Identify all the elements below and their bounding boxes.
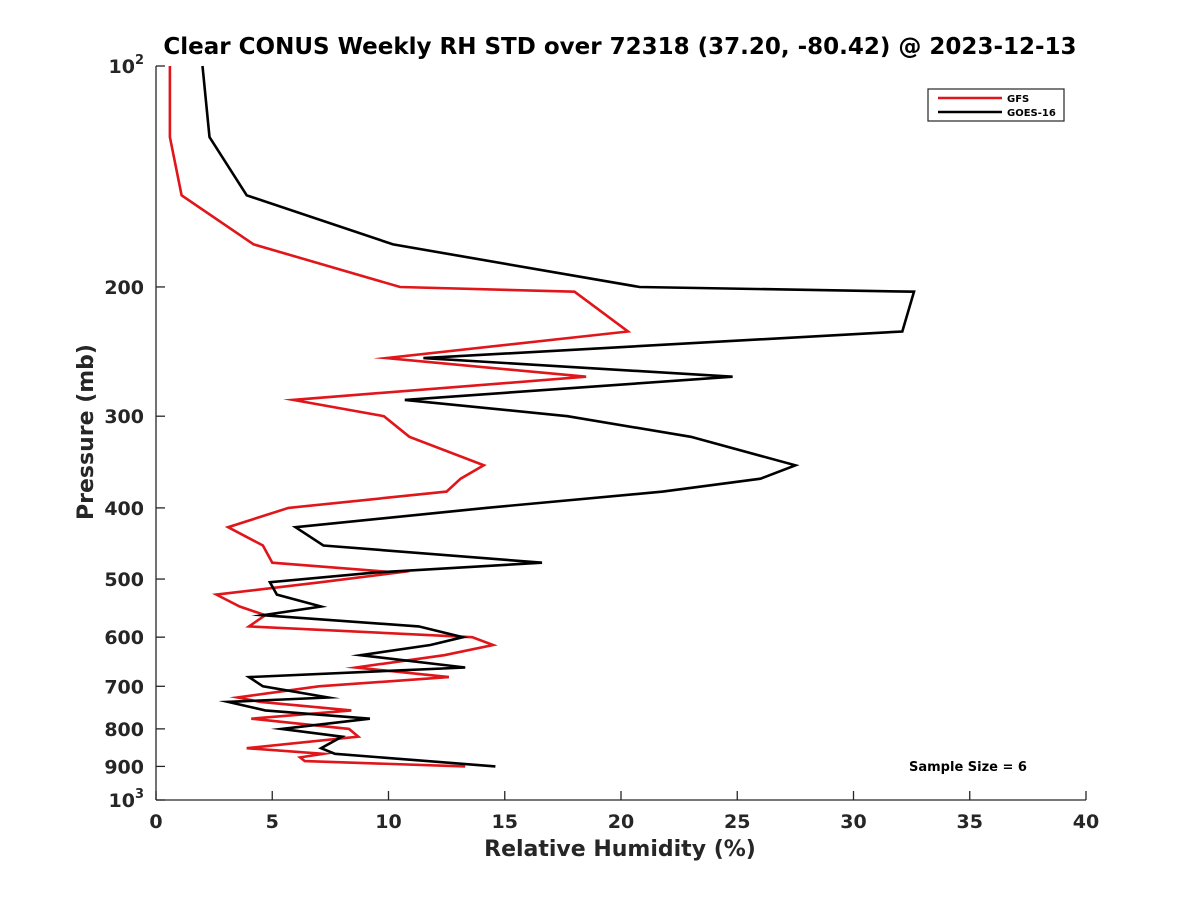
x-axis-label: Relative Humidity (%) [484, 837, 756, 862]
legend-box [927, 88, 1065, 122]
legend: GFS GOES-16 [927, 88, 1065, 122]
x-tick-label: 5 [266, 811, 279, 833]
y-tick-label: 103 [109, 787, 145, 812]
chart-title: Clear CONUS Weekly RH STD over 72318 (37… [163, 34, 1076, 60]
y-tick-label: 800 [104, 719, 144, 741]
x-tick-label: 15 [492, 811, 518, 833]
legend-entry-label: GOES-16 [1007, 108, 1056, 119]
x-tick-label: 20 [608, 811, 634, 833]
y-tick-label: 400 [104, 498, 144, 520]
y-tick-label: 600 [104, 627, 144, 649]
y-tick-label: 900 [104, 756, 144, 778]
y-axis-label: Pressure (mb) [74, 344, 99, 520]
legend-entry-label: GFS [1007, 94, 1029, 105]
x-tick-label: 10 [375, 811, 401, 833]
x-tick-label: 30 [840, 811, 866, 833]
x-tick-label: 0 [149, 811, 162, 833]
y-tick-label: 102 [109, 53, 145, 78]
x-tick-label: 35 [957, 811, 983, 833]
x-tick-label: 25 [724, 811, 750, 833]
y-tick-label: 200 [104, 277, 144, 299]
y-tick-label: 700 [104, 676, 144, 698]
sample-size-annotation: Sample Size = 6 [909, 760, 1027, 775]
x-tick-label: 40 [1073, 811, 1099, 833]
y-tick-label: 300 [104, 406, 144, 428]
series-line-gfs [168, 66, 632, 768]
series-line-goes-16 [201, 65, 916, 768]
y-tick-label: 500 [104, 569, 144, 591]
plot-area: 0 5 10 15 20 25 30 35 40 102 200 300 400 500 600 700 800… [104, 53, 1099, 833]
